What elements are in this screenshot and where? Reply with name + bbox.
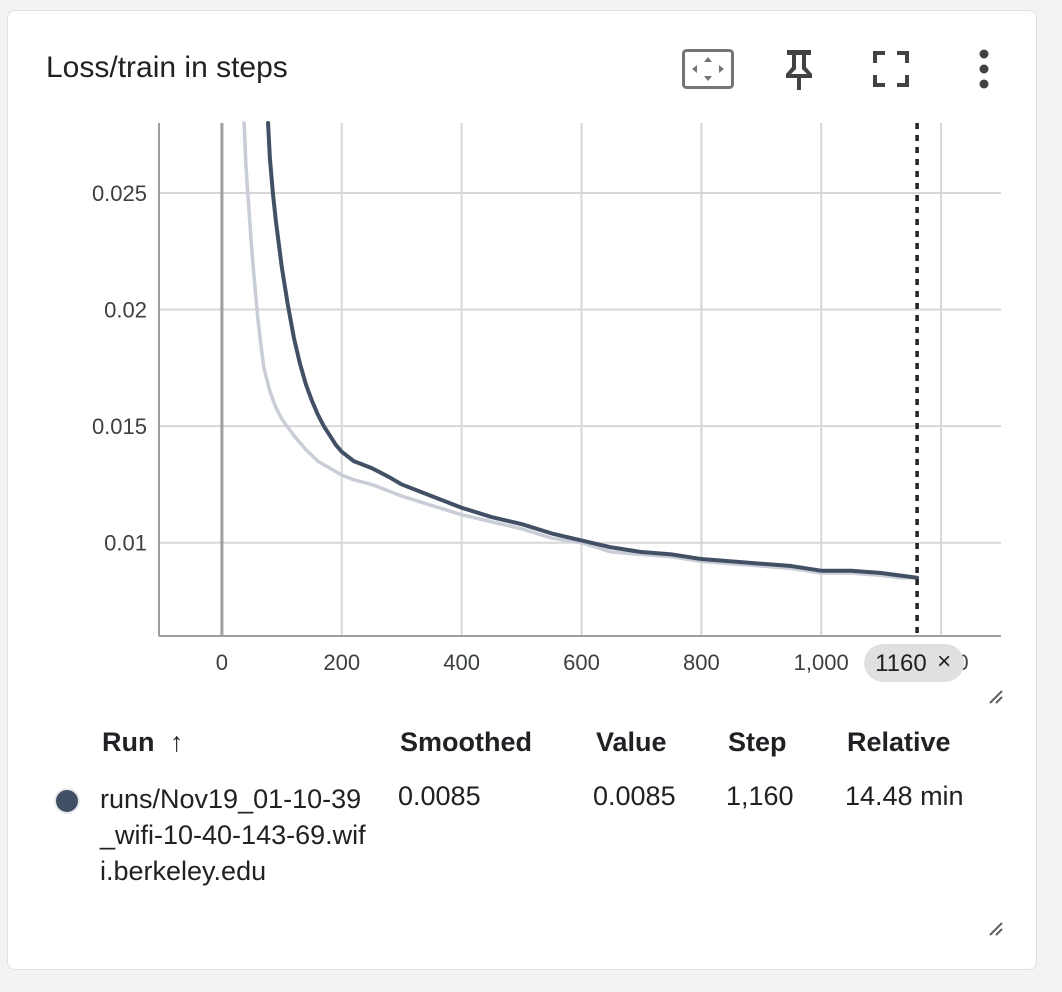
card-title: Loss/train in steps [46,51,288,84]
scalar-card: Loss/train in steps 0.01 0.015 0.02 0. [7,10,1037,970]
step-cursor-chip-bg [864,644,965,682]
more-options-button[interactable] [956,41,1012,97]
more-vert-icon [979,49,989,89]
y-tick-label: 0.015 [92,414,147,439]
close-icon[interactable]: × [937,648,951,675]
table-resize-handle[interactable] [986,919,1004,937]
fit-to-domain-icon [682,49,734,89]
run-column-header[interactable]: Run ↑ [102,727,184,758]
value-column-header[interactable]: Value [596,727,667,757]
run-name: runs/Nov19_01-10-39_wifi-10-40-143-69.wi… [100,784,366,886]
sort-ascending-icon: ↑ [170,727,184,757]
smoothed-series-line [266,121,920,580]
step-value: 1,160 [726,781,794,811]
x-tick-label: 0 [216,650,228,675]
x-tick-label: 800 [683,650,720,675]
chart-resize-handle[interactable] [986,687,1004,705]
step-column-header[interactable]: Step [728,727,787,757]
run-color-swatch[interactable] [54,788,80,814]
raw-value: 0.0085 [593,781,676,811]
x-tick-label: 600 [563,650,600,675]
y-tick-label: 0.01 [104,531,147,556]
fullscreen-button[interactable] [863,41,919,97]
smoothed-value: 0.0085 [398,781,481,811]
x-tick-label: 400 [443,650,480,675]
line-chart[interactable]: 0.010.0150.020.02502004006008001,0001,20… [8,11,1038,711]
run-header-label: Run [102,727,155,757]
smoothed-column-header[interactable]: Smoothed [400,727,532,757]
y-tick-label: 0.025 [92,181,147,206]
x-tick-label: 1,000 [794,650,849,675]
step-cursor-chip[interactable]: 1160 × [864,644,965,682]
relative-time-value: 14.48 min [845,781,964,811]
raw-series-line [242,121,919,580]
fullscreen-icon [873,51,909,87]
pin-button[interactable] [771,41,827,97]
pin-icon [786,50,812,90]
step-cursor-label: 1160 [875,650,927,677]
fit-to-domain-button[interactable] [680,41,736,97]
relative-column-header[interactable]: Relative [847,727,951,757]
x-tick-label: 200 [323,650,360,675]
y-tick-label: 0.02 [104,298,147,323]
